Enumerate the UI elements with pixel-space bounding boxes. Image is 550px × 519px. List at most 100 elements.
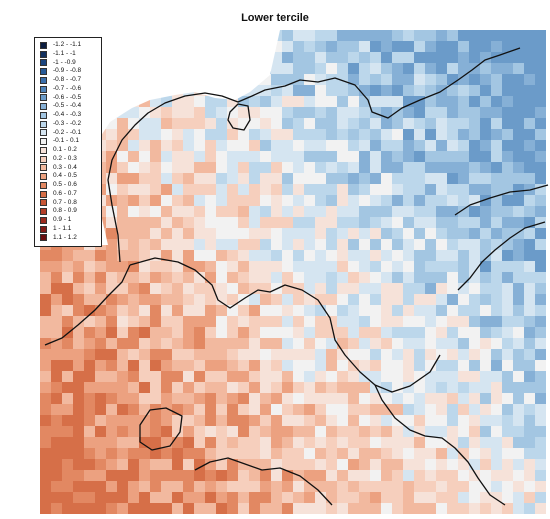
grid-cell — [227, 327, 238, 338]
legend-label: 0.6 - 0.7 — [53, 189, 77, 197]
grid-cell — [293, 41, 304, 52]
grid-cell — [106, 173, 117, 184]
grid-cell — [128, 393, 139, 404]
grid-cell — [403, 415, 414, 426]
grid-cell — [293, 349, 304, 360]
grid-cell — [414, 217, 425, 228]
grid-cell — [392, 74, 403, 85]
grid-cell — [392, 272, 403, 283]
grid-cell — [392, 470, 403, 481]
grid-cell — [469, 371, 480, 382]
grid-cell — [183, 96, 194, 107]
grid-cell — [249, 316, 260, 327]
grid-cell — [436, 349, 447, 360]
grid-cell — [194, 503, 205, 514]
grid-cell — [106, 118, 117, 129]
grid-cell — [260, 129, 271, 140]
grid-cell — [304, 327, 315, 338]
grid-cell — [480, 206, 491, 217]
grid-cell — [359, 316, 370, 327]
grid-cell — [502, 52, 513, 63]
grid-cell — [469, 448, 480, 459]
grid-cell — [293, 195, 304, 206]
grid-cell — [480, 140, 491, 151]
grid-cell — [150, 195, 161, 206]
grid-cell — [403, 316, 414, 327]
grid-cell — [40, 250, 51, 261]
legend-label: -0.7 - -0.6 — [53, 84, 82, 92]
grid-cell — [502, 118, 513, 129]
grid-cell — [271, 118, 282, 129]
grid-cell — [139, 503, 150, 514]
grid-cell — [370, 107, 381, 118]
grid-cell — [524, 96, 535, 107]
grid-cell — [304, 404, 315, 415]
grid-cell — [337, 162, 348, 173]
grid-cell — [491, 239, 502, 250]
grid-cell — [260, 261, 271, 272]
grid-cell — [227, 437, 238, 448]
grid-cell — [458, 393, 469, 404]
grid-cell — [326, 371, 337, 382]
grid-cell — [40, 338, 51, 349]
grid-cell — [227, 129, 238, 140]
grid-cell — [282, 349, 293, 360]
grid-cell — [502, 63, 513, 74]
grid-cell — [392, 448, 403, 459]
grid-cell — [150, 492, 161, 503]
grid-cell — [106, 217, 117, 228]
grid-cell — [370, 118, 381, 129]
grid-cell — [469, 283, 480, 294]
grid-cell — [172, 228, 183, 239]
grid-cell — [535, 184, 546, 195]
grid-cell — [139, 448, 150, 459]
grid-cell — [458, 283, 469, 294]
grid-cell — [337, 41, 348, 52]
grid-cell — [73, 360, 84, 371]
grid-cell — [227, 459, 238, 470]
grid-cell — [513, 426, 524, 437]
grid-cell — [326, 85, 337, 96]
grid-cell — [480, 470, 491, 481]
grid-cell — [139, 437, 150, 448]
grid-cell — [315, 85, 326, 96]
grid-cell — [392, 250, 403, 261]
grid-cell — [502, 503, 513, 514]
grid-cell — [513, 371, 524, 382]
legend-entry: -1.1 - -1 — [40, 50, 101, 59]
grid-cell — [227, 371, 238, 382]
legend-swatch — [40, 225, 47, 233]
grid-cell — [524, 283, 535, 294]
grid-cell — [161, 140, 172, 151]
grid-cell — [183, 118, 194, 129]
grid-cell — [425, 195, 436, 206]
grid-cell — [326, 382, 337, 393]
grid-cell — [469, 52, 480, 63]
grid-cell — [62, 327, 73, 338]
grid-cell — [172, 448, 183, 459]
grid-cell — [315, 151, 326, 162]
grid-cell — [51, 404, 62, 415]
grid-cell — [359, 85, 370, 96]
grid-cell — [524, 173, 535, 184]
grid-cell — [227, 283, 238, 294]
grid-cell — [502, 250, 513, 261]
grid-cell — [194, 316, 205, 327]
grid-cell — [513, 415, 524, 426]
grid-cell — [370, 162, 381, 173]
grid-cell — [425, 481, 436, 492]
grid-cell — [238, 338, 249, 349]
grid-cell — [227, 426, 238, 437]
grid-cell — [414, 151, 425, 162]
grid-cell — [271, 393, 282, 404]
grid-cell — [458, 206, 469, 217]
grid-cell — [315, 415, 326, 426]
grid-cell — [425, 63, 436, 74]
grid-cell — [117, 184, 128, 195]
grid-cell — [436, 107, 447, 118]
grid-cell — [425, 338, 436, 349]
grid-cell — [205, 393, 216, 404]
grid-cell — [282, 184, 293, 195]
grid-cell — [425, 437, 436, 448]
grid-cell — [271, 261, 282, 272]
